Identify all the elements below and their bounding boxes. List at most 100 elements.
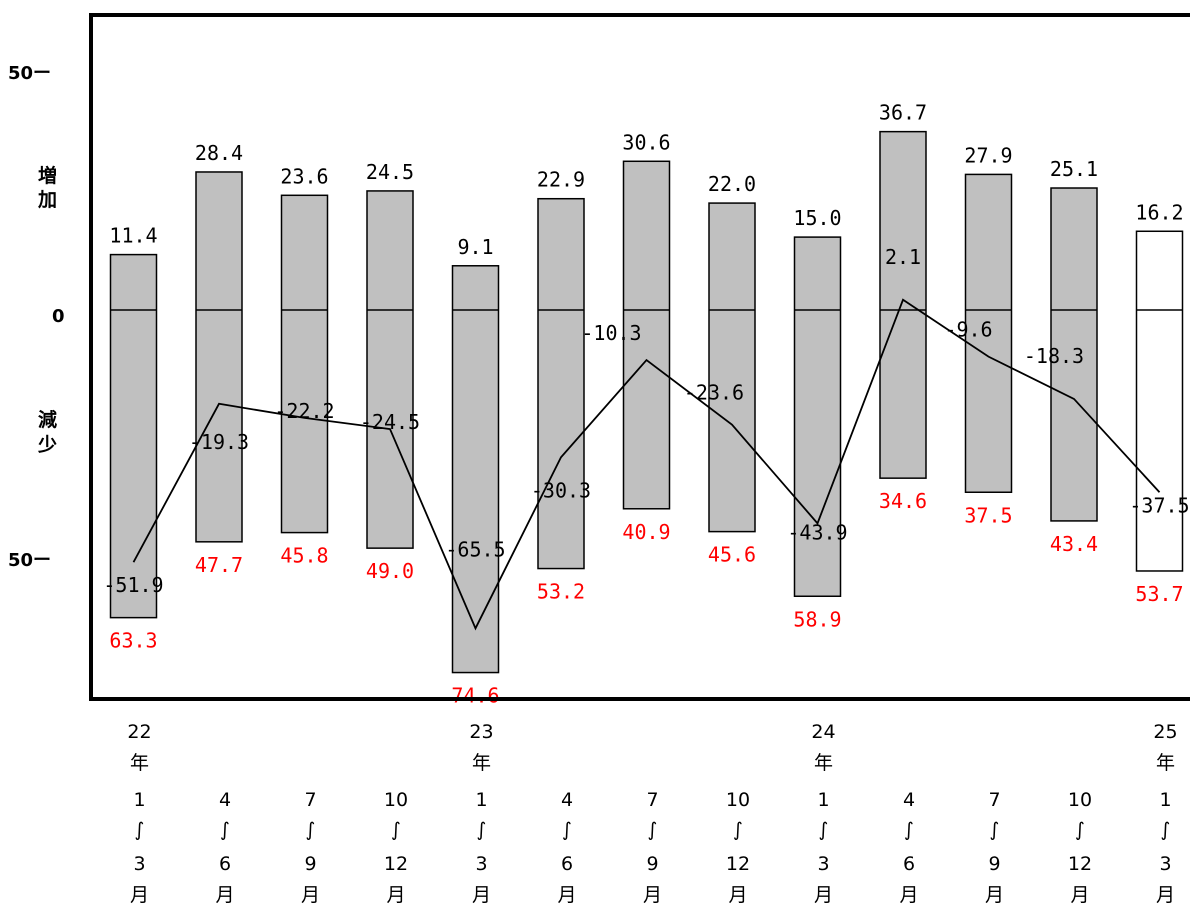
x-tick-to: 3 <box>817 853 829 875</box>
range-bar <box>280 194 329 534</box>
range-bar <box>1050 187 1098 522</box>
x-tick-from: 1 <box>1159 789 1171 811</box>
x-tick-nen: 年 <box>1156 752 1175 774</box>
x-tick-tilde: ∫ <box>819 819 829 841</box>
decrease-label: 37.5 <box>964 503 1012 527</box>
range-bar <box>451 265 500 674</box>
decrease-label: 45.8 <box>280 544 328 568</box>
x-tick-year: 24 <box>811 721 835 743</box>
x-tick-from: 1 <box>475 789 487 811</box>
x-tick-from: 7 <box>304 789 316 811</box>
bars <box>109 130 1184 674</box>
x-tick-year: 25 <box>1153 721 1177 743</box>
x-tick-tilde: ∫ <box>220 819 230 841</box>
y-label-decrease-1: 減 <box>38 408 57 431</box>
x-tick-tilde: ∫ <box>733 819 743 841</box>
increase-label: 9.1 <box>457 235 493 259</box>
increase-label: 11.4 <box>109 224 157 248</box>
decrease-label: 53.7 <box>1135 582 1183 606</box>
increase-label: 36.7 <box>879 101 927 125</box>
x-tick-nen: 年 <box>130 752 149 774</box>
decrease-label: 47.7 <box>195 553 243 577</box>
x-tick-from: 4 <box>561 789 573 811</box>
x-tick-tsuki: 月 <box>728 884 747 906</box>
x-tick-from: 10 <box>1068 789 1092 811</box>
net-change-label: -18.3 <box>1024 344 1084 368</box>
range-bar <box>964 173 1013 493</box>
x-tick-to: 9 <box>988 853 1000 875</box>
x-tick-to: 12 <box>726 853 750 875</box>
increase-label: 16.2 <box>1135 200 1183 224</box>
x-axis-labels: 22 年 1 ∫ 3 月 4 ∫ 6 月 7 ∫ 9 月 10 ∫ 12 月 23 年 1 ∫ 3 月 4 ∫ 6 月 7 ∫ 9 月 10 ∫ 1… <box>127 721 1177 906</box>
x-tick-from: 4 <box>903 789 915 811</box>
range-bar <box>793 236 842 598</box>
net-change-label: -30.3 <box>531 478 591 502</box>
x-tick-year: 22 <box>127 721 151 743</box>
increase-label: 24.5 <box>366 160 414 184</box>
x-tick-from: 10 <box>384 789 408 811</box>
x-tick-tilde: ∫ <box>648 819 658 841</box>
y-label-decrease-2: 少 <box>37 434 57 456</box>
decrease-label: 40.9 <box>622 520 670 544</box>
decrease-label: 58.9 <box>793 607 841 631</box>
x-tick-from: 7 <box>988 789 1000 811</box>
y-label-increase-1: 増 <box>38 164 57 187</box>
decrease-label: 74.6 <box>451 684 499 708</box>
y-tick-zero: 0 <box>52 306 65 327</box>
x-tick-from: 1 <box>817 789 829 811</box>
x-tick-to: 12 <box>384 853 408 875</box>
increase-label: 22.9 <box>537 168 585 192</box>
decrease-label: 63.3 <box>109 629 157 653</box>
x-tick-tsuki: 月 <box>1070 884 1089 906</box>
x-tick-tilde: ∫ <box>477 819 487 841</box>
x-tick-tilde: ∫ <box>562 819 572 841</box>
net-change-line <box>132 298 1161 631</box>
net-change-label: -65.5 <box>445 537 505 561</box>
x-tick-tsuki: 月 <box>899 884 918 906</box>
x-tick-tilde: ∫ <box>990 819 1000 841</box>
increase-label: 23.6 <box>280 164 328 188</box>
x-tick-tsuki: 月 <box>472 884 491 906</box>
x-tick-tsuki: 月 <box>985 884 1004 906</box>
decrease-label: 53.2 <box>537 580 585 604</box>
x-tick-tsuki: 月 <box>557 884 576 906</box>
x-tick-tsuki: 月 <box>814 884 833 906</box>
range-bar <box>708 202 756 533</box>
x-tick-to: 3 <box>1159 853 1171 875</box>
plot-frame <box>89 13 1190 701</box>
x-tick-from: 10 <box>726 789 750 811</box>
range-bar <box>109 253 158 619</box>
x-tick-tilde: ∫ <box>1075 819 1085 841</box>
data-labels: 11.4 63.3 -51.9 28.4 47.7 -19.3 23.6 45.8 -22.2 2… <box>103 101 1189 708</box>
net-change-label: -19.3 <box>189 430 249 454</box>
increase-label: 15.0 <box>793 206 841 230</box>
x-tick-to: 3 <box>133 853 145 875</box>
y-tick-plus50: 50ー <box>8 63 51 84</box>
x-tick-to: 9 <box>646 853 658 875</box>
x-tick-year: 23 <box>469 721 493 743</box>
net-change-label: 2.1 <box>885 245 921 269</box>
decrease-label: 43.4 <box>1050 532 1098 556</box>
x-tick-tilde: ∫ <box>904 819 914 841</box>
net-change-label: -37.5 <box>1129 493 1189 517</box>
increase-label: 27.9 <box>964 143 1012 167</box>
range-bar <box>195 171 243 543</box>
x-tick-from: 1 <box>133 789 145 811</box>
x-tick-tilde: ∫ <box>1161 819 1171 841</box>
net-change-label: -9.6 <box>944 318 992 342</box>
decrease-label: 49.0 <box>366 559 414 583</box>
x-tick-nen: 年 <box>814 752 833 774</box>
range-bar <box>879 130 927 479</box>
y-tick-minus50: 50ー <box>8 550 51 571</box>
increase-label: 25.1 <box>1050 157 1098 181</box>
increase-label: 30.6 <box>622 130 670 154</box>
net-change-label: -10.3 <box>581 321 641 345</box>
x-tick-from: 4 <box>219 789 231 811</box>
x-tick-to: 6 <box>903 853 915 875</box>
x-tick-from: 7 <box>646 789 658 811</box>
x-tick-to: 6 <box>219 853 231 875</box>
x-tick-tilde: ∫ <box>306 819 316 841</box>
x-tick-tsuki: 月 <box>130 884 149 906</box>
x-tick-tilde: ∫ <box>391 819 401 841</box>
